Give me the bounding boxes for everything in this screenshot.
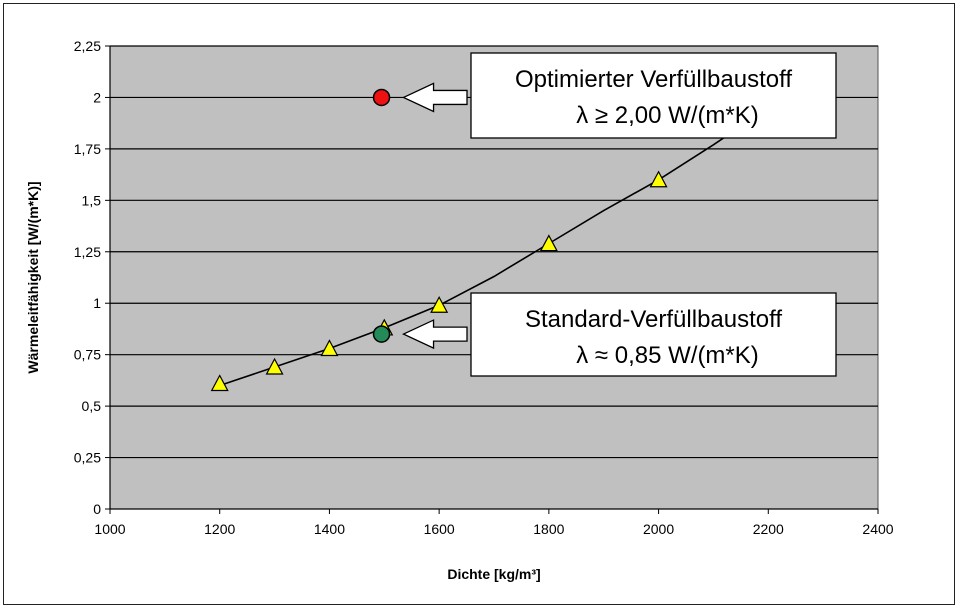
y-tick-label: 0,75: [74, 347, 101, 363]
optimized-point: [372, 88, 391, 107]
x-tick-label: 1000: [94, 521, 125, 537]
y-tick-label: 0,5: [82, 398, 102, 414]
x-tick-label: 1800: [533, 521, 564, 537]
data-point-triangle: [430, 296, 449, 313]
trendline: [219, 125, 742, 387]
callouts: Optimierter Verfüllbaustoff λ ≥ 2,00 W/(m…: [402, 52, 837, 377]
standard-point: [372, 325, 391, 343]
y-tick-label: 1,75: [74, 141, 101, 157]
x-tick-label: 2000: [643, 521, 674, 537]
callout-title: Optimierter Verfüllbaustoff: [515, 66, 792, 93]
y-tick-label: 2: [93, 89, 101, 105]
y-tick-labels: 0 0,25 0,5 0,75 1 1,25 1,5 1,75 2 2,25: [74, 38, 101, 517]
y-tick-label: 1,5: [82, 192, 102, 208]
chart-canvas: 1000 1200 1400 1600 1800 2000 2200 2400 0 0,25 0,…: [25, 38, 894, 582]
axes: [105, 45, 879, 514]
callout-value: λ ≥ 2,00 W/(m*K): [576, 102, 759, 129]
data-point-triangle: [320, 339, 339, 357]
callout-box: [470, 52, 837, 139]
y-tick-label: 0,25: [74, 450, 101, 466]
y-tick-label: 2,25: [74, 38, 101, 54]
y-tick-label: 0: [93, 501, 101, 517]
y-axis-label: Wärmeleitfähigkeit [W/(m*K)]: [25, 181, 41, 373]
highlight-points: [372, 88, 391, 343]
data-point-triangle: [210, 374, 229, 392]
x-tick-labels: 1000 1200 1400 1600 1800 2000 2200 2400: [94, 521, 893, 537]
x-tick-label: 2400: [862, 521, 893, 537]
x-tick-label: 1600: [424, 521, 455, 537]
x-tick-label: 1400: [314, 521, 345, 537]
y-tick-label: 1: [93, 295, 101, 311]
callout-value: λ ≈ 0,85 W/(m*K): [576, 342, 759, 369]
y-tick-label: 1,25: [74, 244, 101, 260]
x-tick-label: 1200: [204, 521, 235, 537]
x-tick-label: 2200: [753, 521, 784, 537]
callout-title: Standard-Verfüllbaustoff: [525, 306, 782, 333]
callout-arrow: [402, 319, 468, 350]
data-point-triangle: [539, 234, 558, 252]
callout-arrow: [402, 82, 468, 113]
callout-box: [470, 292, 837, 377]
data-point-triangle: [265, 357, 284, 375]
x-axis-label: Dichte [kg/m³]: [447, 566, 540, 582]
data-point-triangle: [649, 170, 668, 188]
